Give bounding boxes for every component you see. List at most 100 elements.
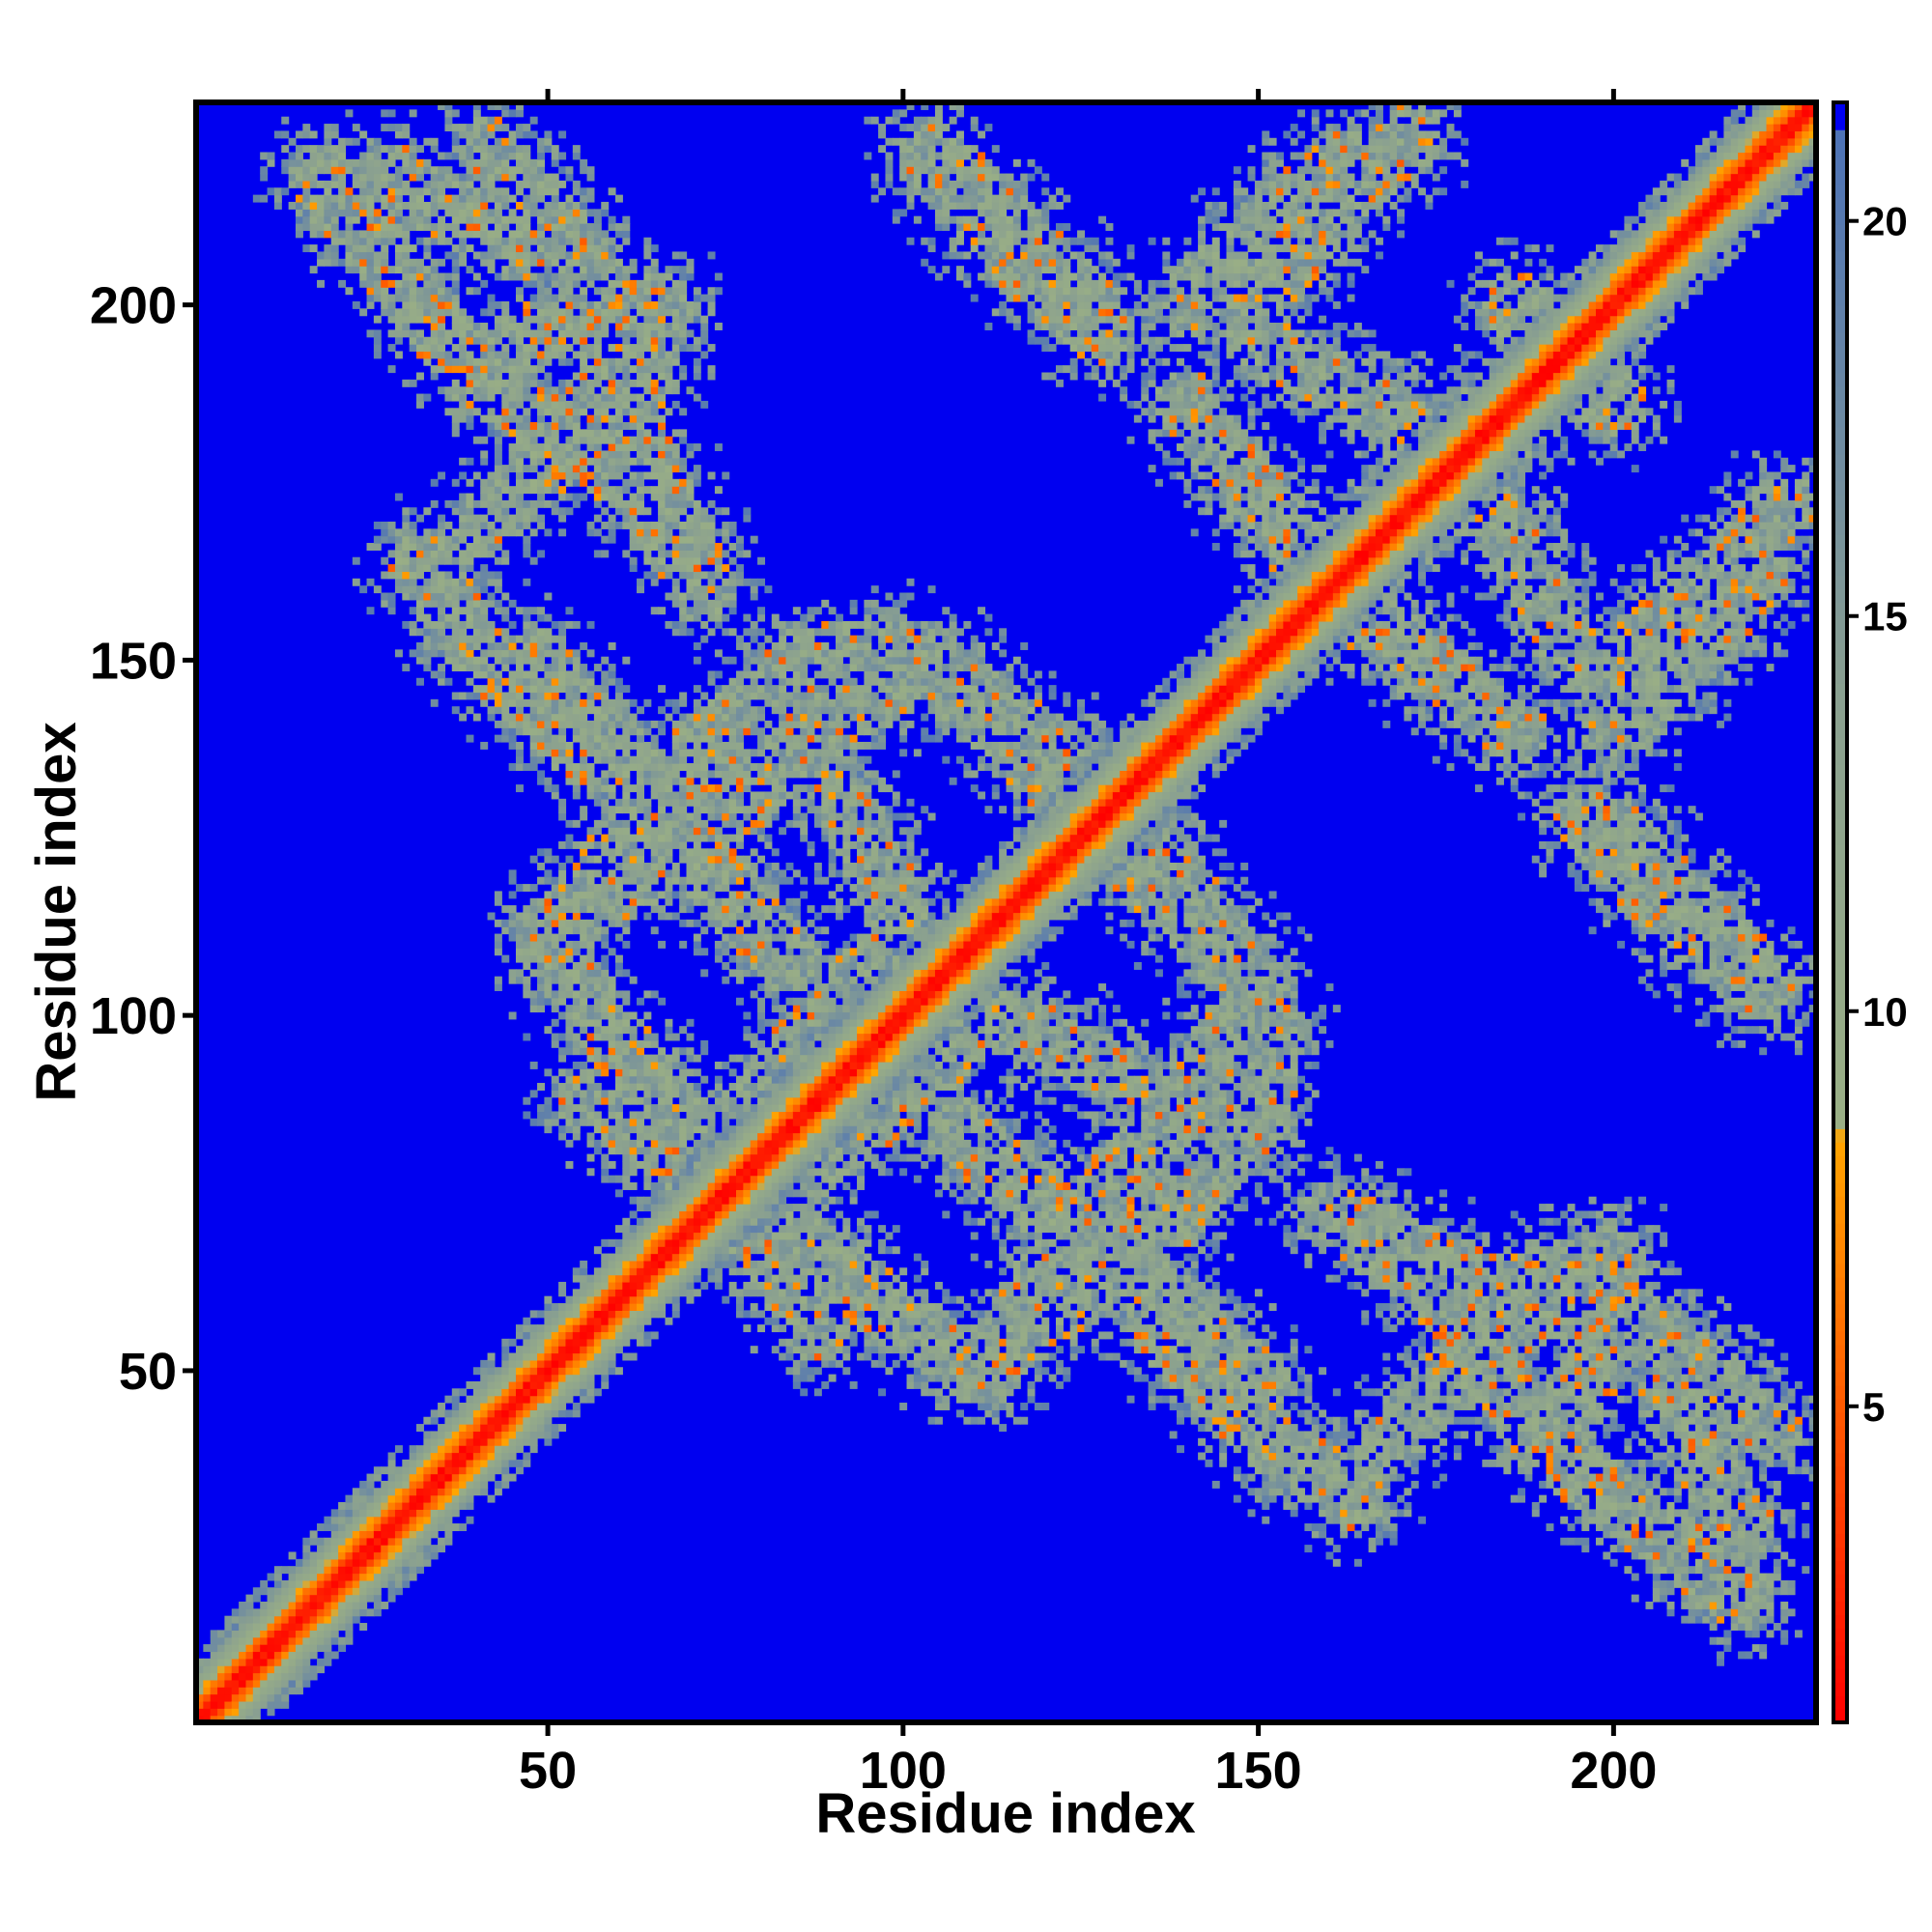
heatmap-cell xyxy=(451,1480,460,1489)
heatmap-cell xyxy=(352,1594,360,1603)
heatmap-cell xyxy=(714,1225,723,1234)
heatmap-cell xyxy=(494,443,502,452)
heatmap-cell xyxy=(686,1267,695,1276)
heatmap-cell xyxy=(416,1501,424,1510)
heatmap-cell xyxy=(665,1018,673,1027)
heatmap-cell xyxy=(601,1295,610,1304)
heatmap-cell xyxy=(593,414,602,423)
heatmap-cell xyxy=(572,478,581,487)
heatmap-cell xyxy=(487,124,496,132)
heatmap-cell xyxy=(487,592,496,601)
heatmap-cell xyxy=(637,827,644,836)
heatmap-cell xyxy=(572,1011,581,1020)
heatmap-cell xyxy=(551,244,559,253)
heatmap-cell xyxy=(593,997,602,1006)
heatmap-cell xyxy=(373,1587,382,1596)
heatmap-cell xyxy=(629,891,638,899)
heatmap-cell xyxy=(601,1374,610,1382)
heatmap-cell xyxy=(601,266,610,274)
heatmap-cell xyxy=(580,400,588,409)
heatmap-cell xyxy=(643,357,652,366)
heatmap-cell xyxy=(601,1260,610,1268)
heatmap-cell xyxy=(665,457,673,466)
heatmap-cell xyxy=(686,592,695,601)
heatmap-cell xyxy=(679,266,688,274)
heatmap-cell xyxy=(529,933,538,942)
heatmap-cell xyxy=(608,287,616,296)
heatmap-cell xyxy=(679,344,688,353)
heatmap-cell xyxy=(544,983,553,992)
heatmap-cell xyxy=(338,137,347,146)
heatmap-cell xyxy=(480,628,489,637)
heatmap-cell xyxy=(700,749,709,757)
heatmap-cell xyxy=(551,656,559,665)
heatmap-cell xyxy=(586,891,595,899)
heatmap-cell xyxy=(544,1317,553,1325)
heatmap-cell xyxy=(601,450,610,459)
heatmap-cell xyxy=(515,954,524,963)
heatmap-cell xyxy=(707,1182,716,1190)
heatmap-cell xyxy=(338,166,347,175)
heatmap-cell xyxy=(586,1132,595,1141)
heatmap-cell xyxy=(409,1509,417,1518)
heatmap-cell xyxy=(366,251,375,260)
heatmap-cell xyxy=(472,499,481,508)
heatmap-cell xyxy=(416,329,424,338)
heatmap-cell xyxy=(466,478,474,487)
heatmap-cell xyxy=(352,1579,360,1588)
heatmap-cell xyxy=(309,1579,318,1588)
heatmap-cell xyxy=(558,421,567,430)
heatmap-cell xyxy=(679,876,688,885)
heatmap-cell xyxy=(459,528,468,537)
heatmap-cell xyxy=(472,571,481,580)
heatmap-cell xyxy=(693,1096,701,1105)
heatmap-cell xyxy=(593,471,602,480)
heatmap-cell xyxy=(650,578,659,586)
heatmap-cell xyxy=(637,300,644,309)
heatmap-cell xyxy=(544,201,553,210)
heatmap-cell xyxy=(366,223,375,231)
heatmap-cell xyxy=(608,1039,616,1048)
heatmap-cell xyxy=(231,1679,240,1688)
heatmap-cell xyxy=(423,279,432,288)
heatmap-cell xyxy=(537,1409,546,1418)
heatmap-cell xyxy=(459,585,468,594)
heatmap-cell xyxy=(558,1289,567,1297)
heatmap-cell xyxy=(317,1566,325,1575)
heatmap-cell xyxy=(466,620,474,629)
heatmap-cell xyxy=(352,1494,360,1503)
heatmap-cell xyxy=(679,478,688,487)
heatmap-cell xyxy=(352,166,360,175)
heatmap-cell xyxy=(487,912,496,921)
heatmap-cell xyxy=(565,1011,574,1020)
heatmap-cell xyxy=(671,279,680,288)
heatmap-cell xyxy=(381,1501,389,1510)
heatmap-cell xyxy=(614,499,623,508)
heatmap-cell xyxy=(665,713,673,722)
heatmap-cell xyxy=(515,400,524,409)
heatmap-cell xyxy=(402,535,411,544)
heatmap-cell xyxy=(359,1579,368,1588)
heatmap-cell xyxy=(608,997,616,1006)
heatmap-cell xyxy=(608,876,616,885)
heatmap-cell xyxy=(643,1026,652,1035)
heatmap-cell xyxy=(537,450,546,459)
heatmap-cell xyxy=(565,990,574,999)
heatmap-cell xyxy=(593,969,602,978)
heatmap-cell xyxy=(679,436,688,444)
heatmap-cell xyxy=(508,315,517,324)
heatmap-cell xyxy=(472,635,481,643)
heatmap-cell xyxy=(650,863,659,870)
heatmap-cell xyxy=(665,351,673,359)
heatmap-cell xyxy=(586,698,595,707)
heatmap-cell xyxy=(614,1033,623,1041)
heatmap-cell xyxy=(438,528,446,537)
heatmap-cell xyxy=(565,400,574,409)
heatmap-cell xyxy=(544,386,553,395)
heatmap-cell xyxy=(438,620,446,629)
heatmap-cell xyxy=(267,1601,275,1609)
heatmap-cell xyxy=(614,884,623,893)
heatmap-cell xyxy=(444,1424,453,1433)
heatmap-cell xyxy=(650,827,659,836)
heatmap-cell xyxy=(394,1445,403,1454)
